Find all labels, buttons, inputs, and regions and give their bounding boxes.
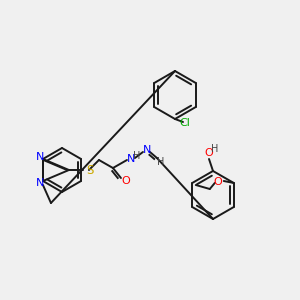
Text: N: N (36, 178, 44, 188)
Text: N: N (36, 152, 44, 162)
Text: S: S (86, 164, 93, 176)
Text: H: H (211, 144, 219, 154)
Text: O: O (205, 148, 213, 158)
Text: H: H (133, 151, 141, 161)
Text: O: O (122, 176, 130, 186)
Text: Cl: Cl (180, 118, 190, 128)
Text: O: O (213, 177, 222, 187)
Text: H: H (157, 157, 165, 167)
Text: N: N (127, 154, 135, 164)
Text: N: N (143, 145, 151, 155)
